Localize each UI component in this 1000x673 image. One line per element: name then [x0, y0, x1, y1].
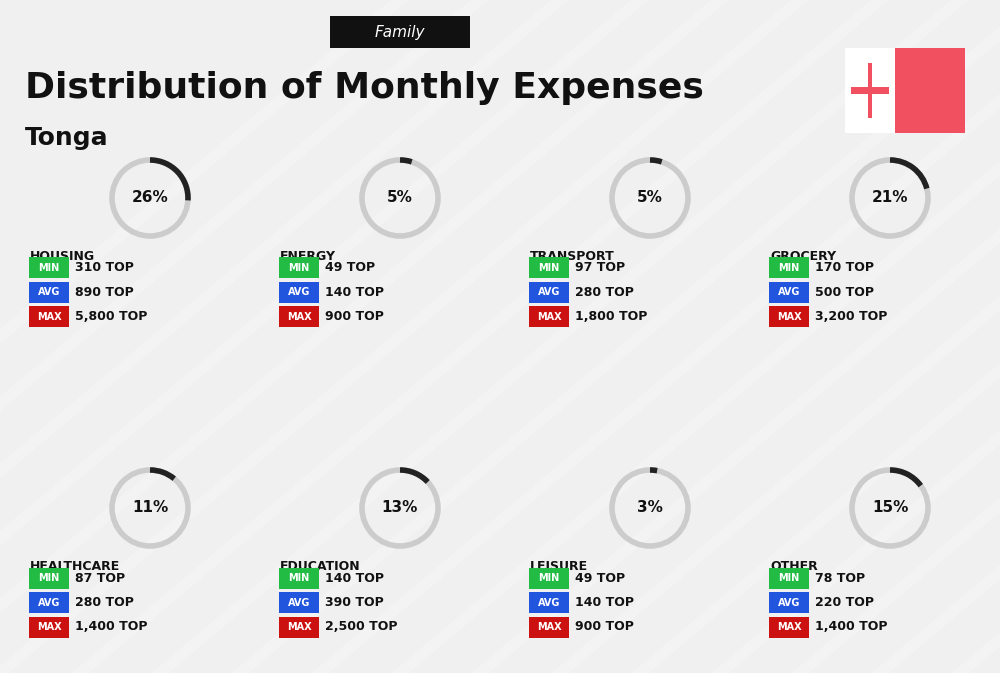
Text: Family: Family	[375, 24, 425, 40]
FancyBboxPatch shape	[279, 567, 319, 588]
Text: MIN: MIN	[38, 263, 60, 273]
Text: MIN: MIN	[288, 573, 310, 583]
Text: HEALTHCARE: HEALTHCARE	[30, 560, 120, 573]
Text: 170 TOP: 170 TOP	[815, 262, 874, 275]
FancyBboxPatch shape	[330, 16, 470, 48]
Text: AVG: AVG	[288, 598, 310, 608]
Text: MAX: MAX	[287, 312, 311, 322]
Text: 5,800 TOP: 5,800 TOP	[75, 310, 147, 324]
Text: AVG: AVG	[538, 287, 560, 297]
FancyBboxPatch shape	[29, 616, 69, 637]
FancyBboxPatch shape	[29, 306, 69, 328]
Text: 140 TOP: 140 TOP	[575, 596, 634, 609]
Text: MIN: MIN	[778, 263, 800, 273]
Text: 1,400 TOP: 1,400 TOP	[815, 621, 888, 633]
Text: AVG: AVG	[38, 598, 60, 608]
Text: 3,200 TOP: 3,200 TOP	[815, 310, 887, 324]
Text: LEISURE: LEISURE	[530, 560, 588, 573]
FancyBboxPatch shape	[279, 282, 319, 303]
Text: 13%: 13%	[382, 501, 418, 516]
Text: 49 TOP: 49 TOP	[575, 571, 625, 584]
FancyBboxPatch shape	[769, 306, 809, 328]
FancyBboxPatch shape	[851, 87, 889, 94]
FancyBboxPatch shape	[529, 592, 569, 613]
Text: TRANSPORT: TRANSPORT	[530, 250, 615, 263]
Text: 3%: 3%	[637, 501, 663, 516]
Text: MIN: MIN	[38, 573, 60, 583]
Text: MAX: MAX	[37, 622, 61, 632]
FancyBboxPatch shape	[29, 258, 69, 279]
Text: 500 TOP: 500 TOP	[815, 286, 874, 299]
FancyBboxPatch shape	[279, 258, 319, 279]
Text: Tonga: Tonga	[25, 126, 109, 150]
Text: MIN: MIN	[778, 573, 800, 583]
Text: MAX: MAX	[537, 622, 561, 632]
Text: MAX: MAX	[777, 312, 801, 322]
Text: AVG: AVG	[38, 287, 60, 297]
Text: GROCERY: GROCERY	[770, 250, 836, 263]
Text: MAX: MAX	[287, 622, 311, 632]
Text: 310 TOP: 310 TOP	[75, 262, 134, 275]
Text: OTHER: OTHER	[770, 560, 818, 573]
FancyBboxPatch shape	[769, 592, 809, 613]
FancyBboxPatch shape	[529, 258, 569, 279]
Text: EDUCATION: EDUCATION	[280, 560, 361, 573]
FancyBboxPatch shape	[868, 63, 872, 118]
FancyBboxPatch shape	[769, 258, 809, 279]
FancyBboxPatch shape	[279, 616, 319, 637]
Text: MIN: MIN	[288, 263, 310, 273]
Text: 900 TOP: 900 TOP	[575, 621, 634, 633]
Text: MAX: MAX	[37, 312, 61, 322]
Text: 87 TOP: 87 TOP	[75, 571, 125, 584]
Text: AVG: AVG	[538, 598, 560, 608]
FancyBboxPatch shape	[769, 567, 809, 588]
FancyBboxPatch shape	[529, 567, 569, 588]
Text: ENERGY: ENERGY	[280, 250, 336, 263]
FancyBboxPatch shape	[769, 616, 809, 637]
Text: 280 TOP: 280 TOP	[575, 286, 634, 299]
Text: 15%: 15%	[872, 501, 908, 516]
Text: 97 TOP: 97 TOP	[575, 262, 625, 275]
Text: 280 TOP: 280 TOP	[75, 596, 134, 609]
Text: 11%: 11%	[132, 501, 168, 516]
FancyBboxPatch shape	[279, 306, 319, 328]
FancyBboxPatch shape	[29, 592, 69, 613]
Text: 78 TOP: 78 TOP	[815, 571, 865, 584]
Text: 390 TOP: 390 TOP	[325, 596, 384, 609]
FancyBboxPatch shape	[529, 306, 569, 328]
Text: MIN: MIN	[538, 263, 560, 273]
Text: AVG: AVG	[288, 287, 310, 297]
Text: 140 TOP: 140 TOP	[325, 571, 384, 584]
Text: 140 TOP: 140 TOP	[325, 286, 384, 299]
Text: 5%: 5%	[637, 190, 663, 205]
FancyBboxPatch shape	[845, 48, 965, 133]
FancyBboxPatch shape	[29, 282, 69, 303]
FancyBboxPatch shape	[529, 616, 569, 637]
Text: MAX: MAX	[777, 622, 801, 632]
Text: AVG: AVG	[778, 598, 800, 608]
Text: MIN: MIN	[538, 573, 560, 583]
Text: 49 TOP: 49 TOP	[325, 262, 375, 275]
Text: 890 TOP: 890 TOP	[75, 286, 134, 299]
FancyBboxPatch shape	[769, 282, 809, 303]
FancyBboxPatch shape	[29, 567, 69, 588]
Text: 2,500 TOP: 2,500 TOP	[325, 621, 398, 633]
Text: 1,800 TOP: 1,800 TOP	[575, 310, 647, 324]
Text: Distribution of Monthly Expenses: Distribution of Monthly Expenses	[25, 71, 704, 105]
FancyBboxPatch shape	[529, 282, 569, 303]
FancyBboxPatch shape	[845, 48, 895, 133]
Text: 26%: 26%	[132, 190, 168, 205]
Text: 21%: 21%	[872, 190, 908, 205]
Text: MAX: MAX	[537, 312, 561, 322]
Text: 900 TOP: 900 TOP	[325, 310, 384, 324]
Text: 220 TOP: 220 TOP	[815, 596, 874, 609]
Text: AVG: AVG	[778, 287, 800, 297]
Text: HOUSING: HOUSING	[30, 250, 95, 263]
FancyBboxPatch shape	[279, 592, 319, 613]
Text: 5%: 5%	[387, 190, 413, 205]
Text: 1,400 TOP: 1,400 TOP	[75, 621, 148, 633]
